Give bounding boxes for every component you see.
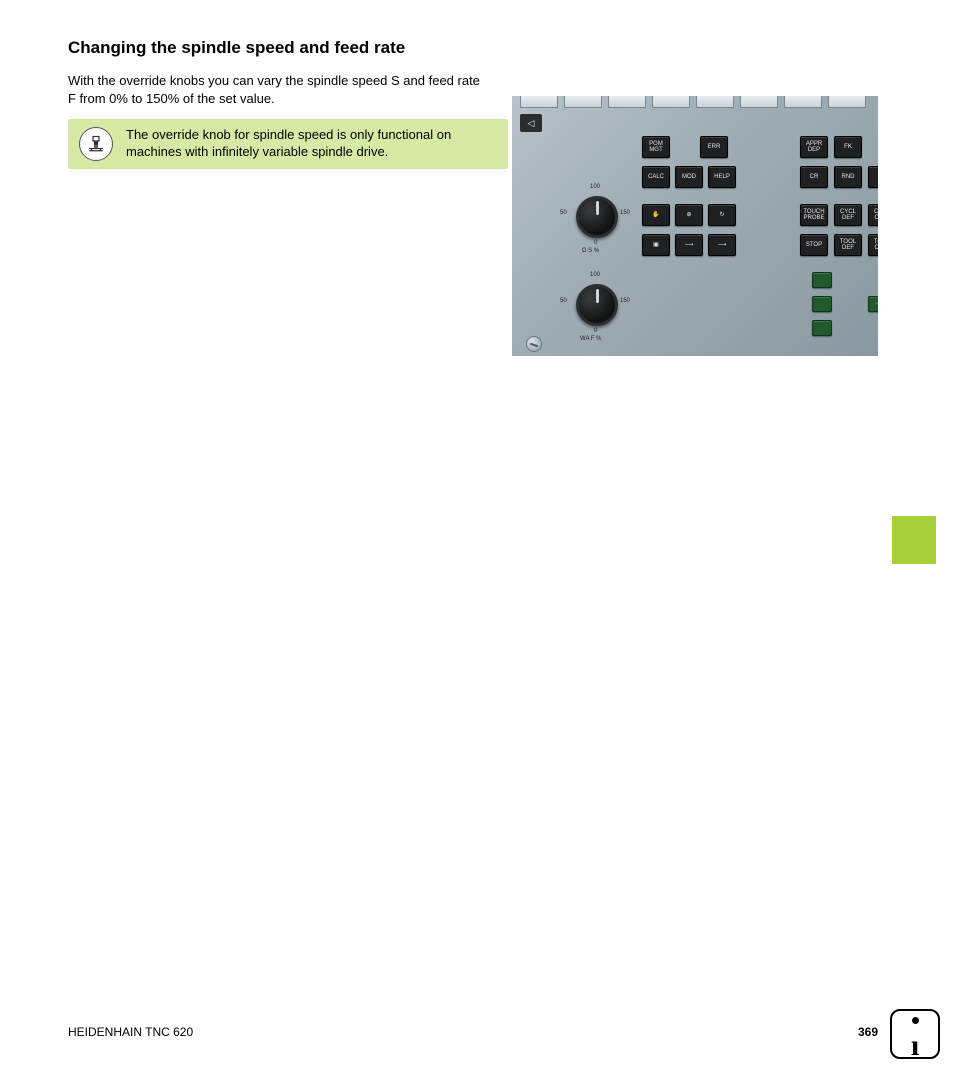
section-heading: Changing the spindle speed and feed rate: [68, 38, 878, 58]
body-paragraph: With the override knobs you can vary the…: [68, 72, 488, 107]
panel-key: ▣: [642, 234, 670, 256]
override-knob: [576, 196, 618, 238]
footer-product: HEIDENHAIN TNC 620: [68, 1025, 193, 1039]
panel-key: CR: [800, 166, 828, 188]
panel-key: ↻: [708, 204, 736, 226]
panel-screw: [526, 336, 542, 352]
control-panel-photo: ◁ PGMMGT ERR APPRDEP FK CALCMODHELP CR RND CT ✋⊕…: [512, 96, 878, 356]
panel-key: MOD: [675, 166, 703, 188]
panel-key: PGMMGT: [642, 136, 670, 158]
panel-key: ⟶: [708, 234, 736, 256]
knob-label: 100: [590, 272, 600, 278]
info-icon: ı: [890, 1009, 940, 1059]
panel-key: TOUCHPROBE: [800, 204, 828, 226]
side-highlight: [892, 516, 936, 564]
knob-label: 150: [620, 210, 630, 216]
panel-key: FK: [834, 136, 862, 158]
panel-key: RND: [834, 166, 862, 188]
override-knob: [576, 284, 618, 326]
panel-green-key: ←: [868, 296, 878, 312]
knob-label: 100: [590, 184, 600, 190]
knob-label: 0: [594, 240, 597, 246]
panel-key: STOP: [800, 234, 828, 256]
side-title-area: 12.3 Spindle Speed S, Feed Rate F and Mi…: [892, 36, 936, 936]
panel-green-key: [812, 296, 832, 312]
note-callout: The override knob for spindle speed is o…: [68, 119, 508, 169]
panel-key: CALC: [642, 166, 670, 188]
panel-key: ERR: [700, 136, 728, 158]
knob-label: 50: [560, 298, 567, 304]
panel-key: TOOLDEF: [834, 234, 862, 256]
knob-label: 50: [560, 210, 567, 216]
knob-label: WA F %: [580, 336, 601, 342]
panel-key: APPRDEP: [800, 136, 828, 158]
note-icon-wrap: [68, 119, 124, 169]
panel-green-key: [812, 272, 832, 288]
panel-arrow-chip: ◁: [520, 114, 542, 132]
panel-key: ⊕: [675, 204, 703, 226]
panel-key: CYCLCALL: [868, 204, 878, 226]
page-footer: HEIDENHAIN TNC 620 369: [68, 1025, 878, 1039]
page-number: 369: [858, 1025, 878, 1039]
panel-key: ⟶: [675, 234, 703, 256]
knob-label: 150: [620, 298, 630, 304]
knob-label: Ω S %: [582, 248, 599, 254]
panel-key: ✋: [642, 204, 670, 226]
note-text: The override knob for spindle speed is o…: [124, 119, 508, 169]
knob-label: 0: [594, 328, 597, 334]
panel-key: TOOLCALL: [868, 234, 878, 256]
panel-green-key: [812, 320, 832, 336]
panel-key: HELP: [708, 166, 736, 188]
panel-key: CYCLDEF: [834, 204, 862, 226]
panel-key: CT: [868, 166, 878, 188]
machine-icon: [79, 127, 113, 161]
